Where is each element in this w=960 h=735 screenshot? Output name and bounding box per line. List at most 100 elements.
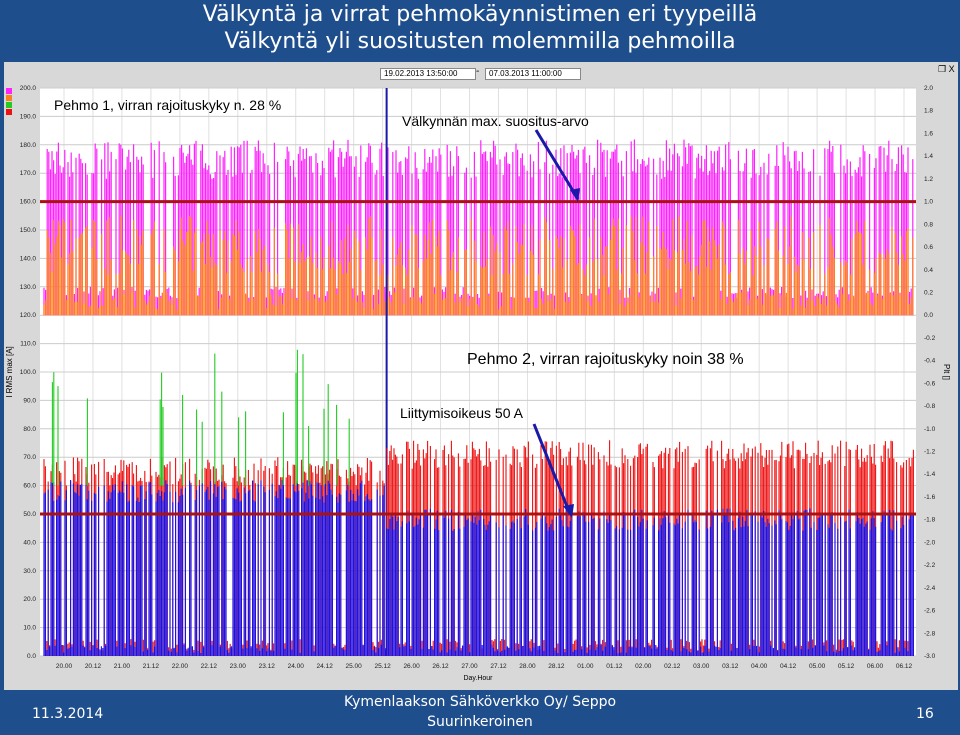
start-date-field[interactable]: 19.02.2013 13:50:00 <box>380 68 476 80</box>
right-tick-label: 0.4 <box>924 267 933 274</box>
right-tick-label: 1.0 <box>924 199 933 206</box>
flicker-series-orange <box>43 215 914 316</box>
x-tick-label: 23.12 <box>259 663 276 670</box>
x-tick-label: 26.12 <box>432 663 449 670</box>
right-tick-label: -0.4 <box>924 358 936 365</box>
right-tick-label: -3.0 <box>924 653 936 660</box>
footer-org-line2: Suurinkeroinen <box>427 714 533 730</box>
x-tick-label: 02.12 <box>664 663 681 670</box>
right-tick-label: 1.8 <box>924 108 933 115</box>
x-tick-label: 28.00 <box>519 663 536 670</box>
legend-red-icon <box>6 109 12 115</box>
flicker-limit-annotation: Välkynnän max. suositus-arvo <box>402 113 589 129</box>
x-axis-label: Day.Hour <box>463 675 493 682</box>
end-date-field[interactable]: 07.03.2013 11:00:00 <box>485 68 581 80</box>
x-tick-label: 06.12 <box>896 663 913 670</box>
left-axis-label: I RMS max [A] <box>5 346 14 398</box>
left-tick-label: 200.0 <box>20 85 37 92</box>
left-tick-label: 100.0 <box>20 369 37 376</box>
footer-org-line1: Kymenlaakson Sähköverkko Oy/ Seppo <box>343 694 617 710</box>
page-number: 16 <box>916 706 934 722</box>
x-axis-ticks: 20.00 20.12 21.00 21.12 22.00 22.12 23.00 23.12… <box>56 663 913 670</box>
window-controls[interactable]: ❐ X <box>938 64 955 74</box>
x-tick-label: 06.00 <box>867 663 884 670</box>
x-tick-label: 24.00 <box>288 663 305 670</box>
right-axis-label: Plt [] <box>942 364 951 380</box>
left-tick-label: 40.0 <box>23 539 36 546</box>
x-tick-label: 22.12 <box>201 663 218 670</box>
right-tick-label: 0.2 <box>924 289 933 296</box>
x-tick-label: 20.12 <box>85 663 102 670</box>
slide-title: Välkyntä ja virrat pehmokäynnistimen eri… <box>202 2 758 27</box>
left-tick-label: 20.0 <box>23 596 36 603</box>
current-series-blue <box>43 480 914 656</box>
footer-date: 11.3.2014 <box>32 706 104 722</box>
x-tick-label: 01.00 <box>577 663 594 670</box>
left-tick-label: 50.0 <box>23 511 36 518</box>
flicker-limit-arrow <box>534 129 580 200</box>
reference-lines <box>40 200 916 516</box>
right-tick-label: -1.2 <box>924 449 936 456</box>
pehmo1-annotation: Pehmo 1, virran rajoituskyky n. 28 % <box>54 97 281 113</box>
lower-series <box>43 349 914 656</box>
left-tick-label: 80.0 <box>23 426 36 433</box>
right-tick-label: -2.8 <box>924 630 936 637</box>
left-tick-label: 110.0 <box>20 341 36 348</box>
left-tick-label: 130.0 <box>20 284 37 291</box>
right-tick-label: -0.2 <box>924 335 936 342</box>
right-tick-label: 1.6 <box>924 130 933 137</box>
left-axis-ticks: 200.0 190.0 180.0 170.0 160.0 150.0 140.0 130.0… <box>20 85 37 660</box>
x-tick-label: 03.00 <box>693 663 710 670</box>
right-tick-label: -0.6 <box>924 380 936 387</box>
pehmo2-annotation: Pehmo 2, virran rajoituskyky noin 38 % <box>467 351 744 368</box>
x-tick-label: 24.12 <box>317 663 334 670</box>
right-tick-label: 2.0 <box>924 85 933 92</box>
x-tick-label: 25.00 <box>346 663 363 670</box>
x-tick-label: 04.00 <box>751 663 768 670</box>
left-tick-label: 160.0 <box>20 199 37 206</box>
x-tick-label: 26.00 <box>403 663 420 670</box>
right-tick-label: -0.8 <box>924 403 936 410</box>
left-tick-label: 120.0 <box>20 312 37 319</box>
x-tick-label: 02.00 <box>635 663 652 670</box>
left-tick-label: 30.0 <box>23 568 36 575</box>
x-tick-label: 23.00 <box>230 663 247 670</box>
legend-green-icon <box>6 102 12 108</box>
right-tick-label: 0.6 <box>924 244 933 251</box>
right-tick-label: -2.4 <box>924 585 936 592</box>
x-tick-label: 28.12 <box>548 663 565 670</box>
right-tick-label: 1.4 <box>924 153 933 160</box>
x-tick-label: 22.00 <box>172 663 189 670</box>
left-tick-label: 70.0 <box>23 454 36 461</box>
left-tick-label: 150.0 <box>20 227 37 234</box>
x-tick-label: 21.00 <box>114 663 131 670</box>
left-tick-label: 10.0 <box>23 625 36 632</box>
right-tick-label: -2.6 <box>924 608 936 615</box>
connection-right-arrow <box>532 423 572 515</box>
left-tick-label: 0.0 <box>27 653 36 660</box>
right-tick-label: -1.0 <box>924 426 936 433</box>
x-tick-label: 05.00 <box>809 663 826 670</box>
x-tick-label: 04.12 <box>780 663 797 670</box>
slide-subtitle: Välkyntä yli suositusten molemmilla pehm… <box>224 29 736 54</box>
x-tick-label: 25.12 <box>374 663 391 670</box>
left-tick-label: 90.0 <box>23 397 36 404</box>
date-separator: - <box>476 66 480 77</box>
right-tick-label: 0.0 <box>924 312 933 319</box>
left-tick-label: 190.0 <box>20 113 37 120</box>
right-tick-label: -1.8 <box>924 517 936 524</box>
left-tick-label: 140.0 <box>20 255 37 262</box>
left-tick-label: 180.0 <box>20 142 37 149</box>
right-tick-label: -2.2 <box>924 562 936 569</box>
x-tick-label: 03.12 <box>722 663 739 670</box>
flicker-limit-arrowhead <box>570 188 580 202</box>
x-tick-label: 27.12 <box>490 663 507 670</box>
left-tick-label: 60.0 <box>23 483 36 490</box>
right-tick-label: -1.6 <box>924 494 936 501</box>
connection-right-annotation: Liittymisoikeus 50 A <box>400 405 524 421</box>
current-series-green <box>51 349 350 486</box>
right-axis-ticks: 2.0 1.8 1.6 1.4 1.2 1.0 0.8 0.6 0.4 0.2 0.0 -0.2 -0.… <box>924 85 936 660</box>
left-tick-label: 170.0 <box>20 170 37 177</box>
x-tick-label: 01.12 <box>606 663 623 670</box>
